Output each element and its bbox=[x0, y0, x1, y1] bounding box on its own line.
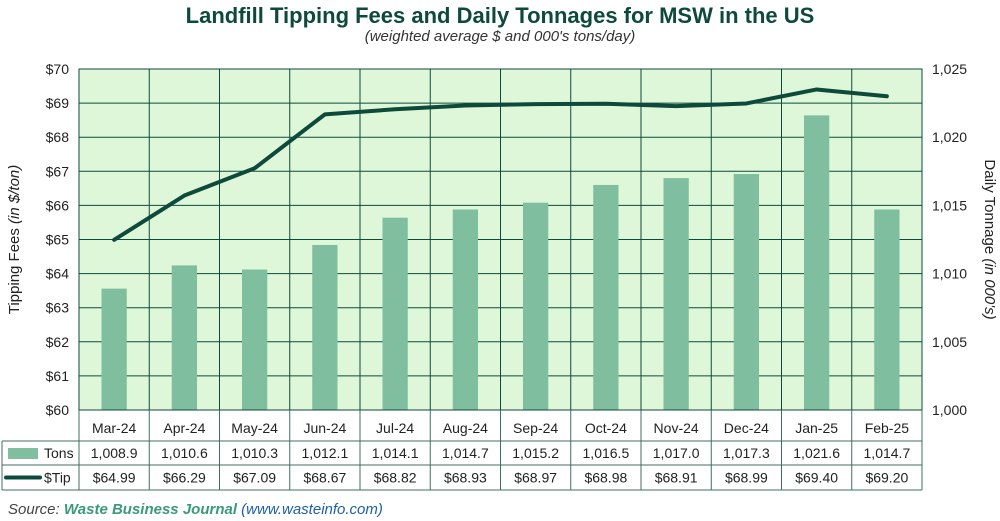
legend-label: Tons bbox=[44, 445, 74, 461]
point-tipping-fee bbox=[253, 166, 257, 170]
point-tipping-fee bbox=[674, 104, 678, 108]
chart-title: Landfill Tipping Fees and Daily Tonnages… bbox=[185, 3, 815, 28]
table-cell: 1,014.7 bbox=[442, 445, 489, 461]
y-left-tick-label: $61 bbox=[46, 368, 70, 384]
x-tick-label: Dec-24 bbox=[724, 420, 769, 436]
bar-tons bbox=[312, 244, 338, 410]
x-tick-label: Jun-24 bbox=[303, 420, 346, 436]
y-right-axis-unit: (in 000's) bbox=[981, 258, 998, 319]
y-left-tick-label: $62 bbox=[46, 334, 70, 350]
x-tick-label: Aug-24 bbox=[443, 420, 488, 436]
y-right-tick-label: 1,010 bbox=[932, 266, 967, 282]
point-tipping-fee bbox=[744, 101, 748, 105]
bar-tons bbox=[733, 174, 760, 410]
bar-tons bbox=[382, 217, 408, 410]
y-right-axis-title: Daily Tonnage (in 000's) bbox=[981, 159, 998, 319]
point-tipping-fee bbox=[393, 107, 397, 111]
table-cell: 1,010.3 bbox=[231, 445, 278, 461]
source-url: (www.wasteinfo.com) bbox=[241, 501, 383, 518]
table-cell: $68.93 bbox=[444, 470, 487, 486]
table-cell: $68.97 bbox=[514, 470, 557, 486]
table-cell: $66.29 bbox=[163, 470, 206, 486]
source-prefix: Source: bbox=[8, 501, 60, 518]
table-cell: 1,014.1 bbox=[372, 445, 419, 461]
bar-tons bbox=[522, 202, 549, 410]
table-cell: $64.99 bbox=[93, 470, 136, 486]
y-right-axis-label: Daily Tonnage bbox=[981, 159, 998, 258]
y-left-axis-title: Tipping Fees (in $/ton) bbox=[6, 165, 23, 315]
x-tick-label: Jul-24 bbox=[376, 420, 414, 436]
x-tick-label: Apr-24 bbox=[163, 420, 205, 436]
point-tipping-fee bbox=[885, 94, 889, 98]
point-tipping-fee bbox=[112, 238, 116, 242]
table-cell: 1,014.7 bbox=[864, 445, 911, 461]
table-cell: $68.98 bbox=[584, 470, 627, 486]
table-cell: $68.91 bbox=[655, 470, 698, 486]
y-left-tick-label: $69 bbox=[46, 95, 70, 111]
x-tick-label: Mar-24 bbox=[92, 420, 137, 436]
bar-tons bbox=[593, 184, 619, 410]
y-left-tick-label: $64 bbox=[46, 266, 70, 282]
line-tipping-fee bbox=[112, 87, 889, 242]
table-cell: 1,016.5 bbox=[583, 445, 630, 461]
x-tick-label: Sep-24 bbox=[513, 420, 558, 436]
y-left-tick-label: $65 bbox=[46, 232, 70, 248]
y-left-tick-label: $67 bbox=[46, 163, 70, 179]
point-tipping-fee bbox=[815, 87, 819, 91]
table-cell: 1,017.0 bbox=[653, 445, 700, 461]
legend-key-tons bbox=[8, 448, 38, 459]
bar-tons bbox=[874, 209, 900, 410]
table-cell: $69.20 bbox=[865, 470, 908, 486]
table-cell: 1,017.3 bbox=[723, 445, 770, 461]
y-left-tick-label: $68 bbox=[46, 129, 70, 145]
y-right-tick-label: 1,015 bbox=[932, 197, 967, 213]
y-right-tick-label: 1,025 bbox=[932, 61, 967, 77]
x-tick-label: Nov-24 bbox=[654, 420, 699, 436]
y-right-tick-label: 1,005 bbox=[932, 334, 967, 350]
y-left-tick-label: $66 bbox=[46, 197, 70, 213]
bar-tons bbox=[241, 269, 268, 410]
x-tick-label: Feb-25 bbox=[865, 420, 910, 436]
table-cell: 1,021.6 bbox=[793, 445, 840, 461]
x-tick-label: May-24 bbox=[231, 420, 278, 436]
chart-subtitle: (weighted average $ and 000's tons/day) bbox=[364, 28, 636, 45]
table-cell: 1,010.6 bbox=[161, 445, 208, 461]
bar-tons bbox=[101, 288, 127, 410]
table-cell: $69.40 bbox=[795, 470, 838, 486]
table-cell: $68.67 bbox=[303, 470, 346, 486]
y-right-tick-label: 1,020 bbox=[932, 129, 967, 145]
y-left-axis-label: Tipping Fees bbox=[6, 224, 23, 314]
bar-tons bbox=[803, 115, 830, 410]
legend-label: $Tip bbox=[44, 470, 71, 486]
table-cell: 1,015.2 bbox=[512, 445, 559, 461]
bar-tons bbox=[171, 265, 198, 410]
table-cell: 1,008.9 bbox=[91, 445, 138, 461]
x-tick-label: Oct-24 bbox=[585, 420, 627, 436]
y-left-tick-label: $60 bbox=[46, 402, 70, 418]
point-tipping-fee bbox=[534, 102, 538, 106]
x-tick-label: Jan-25 bbox=[795, 420, 838, 436]
table-cell: $68.82 bbox=[374, 470, 417, 486]
bar-tons bbox=[663, 178, 689, 410]
table-cell: $67.09 bbox=[233, 470, 276, 486]
source-name: Waste Business Journal bbox=[63, 501, 237, 518]
point-tipping-fee bbox=[323, 112, 327, 116]
point-tipping-fee bbox=[182, 194, 186, 198]
point-tipping-fee bbox=[604, 102, 608, 106]
bar-tons bbox=[452, 209, 479, 410]
y-left-tick-label: $63 bbox=[46, 300, 70, 316]
y-left-tick-label: $70 bbox=[46, 61, 70, 77]
point-tipping-fee bbox=[463, 103, 467, 107]
source-line: Source: Waste Business Journal (www.wast… bbox=[8, 501, 383, 518]
table-cell: 1,012.1 bbox=[302, 445, 349, 461]
y-left-axis-unit: (in $/ton) bbox=[6, 165, 23, 224]
y-right-tick-label: 1,000 bbox=[932, 402, 967, 418]
table-cell: $68.99 bbox=[725, 470, 768, 486]
